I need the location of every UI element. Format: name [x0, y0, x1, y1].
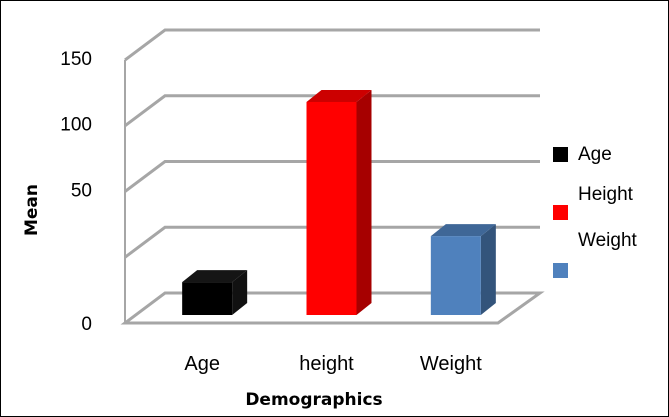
legend-label: Height — [578, 184, 634, 205]
legend: Age Height Weight — [553, 144, 638, 278]
legend-swatch — [553, 205, 568, 220]
y-tick-labels: 0 50 100 150 200 — [60, 0, 92, 335]
gridlines — [124, 28, 540, 259]
y-tick-label: 0 — [81, 314, 92, 335]
bar-side — [356, 89, 372, 315]
y-tick-label: 100 — [60, 115, 92, 136]
x-tick-label: height — [299, 353, 354, 375]
legend-item-weight: Weight — [553, 230, 638, 278]
bar-front — [430, 236, 481, 315]
y-tick-label: 200 — [60, 0, 92, 4]
gridline — [124, 28, 540, 62]
gridline — [124, 160, 540, 193]
bar-top — [306, 89, 372, 102]
gridline — [124, 94, 540, 127]
bar-side — [480, 224, 496, 315]
legend-label: Age — [578, 144, 612, 165]
legend-label: Weight — [578, 230, 638, 251]
bar-side — [232, 270, 248, 315]
x-tick-labels: Age height Weight — [184, 353, 482, 375]
x-tick-label: Weight — [420, 353, 482, 375]
bar-weight — [430, 224, 496, 315]
bar-top — [182, 270, 248, 283]
legend-item-height: Height — [553, 184, 634, 220]
bar-front — [182, 282, 233, 315]
bar-height — [306, 89, 372, 315]
y-axis-title: Mean — [22, 184, 42, 236]
gridline — [124, 225, 540, 259]
plot-floor — [120, 291, 545, 325]
y-tick-label: 150 — [60, 49, 92, 70]
x-axis-title: Demographics — [245, 390, 382, 410]
bar-front — [306, 101, 357, 315]
legend-swatch — [553, 263, 568, 278]
x-tick-label: Age — [184, 353, 220, 375]
legend-item-age: Age — [553, 144, 612, 165]
bar-age — [182, 270, 248, 315]
bars — [182, 89, 496, 315]
bar-top — [430, 224, 496, 237]
legend-swatch — [553, 147, 568, 162]
y-tick-label: 50 — [71, 180, 92, 201]
